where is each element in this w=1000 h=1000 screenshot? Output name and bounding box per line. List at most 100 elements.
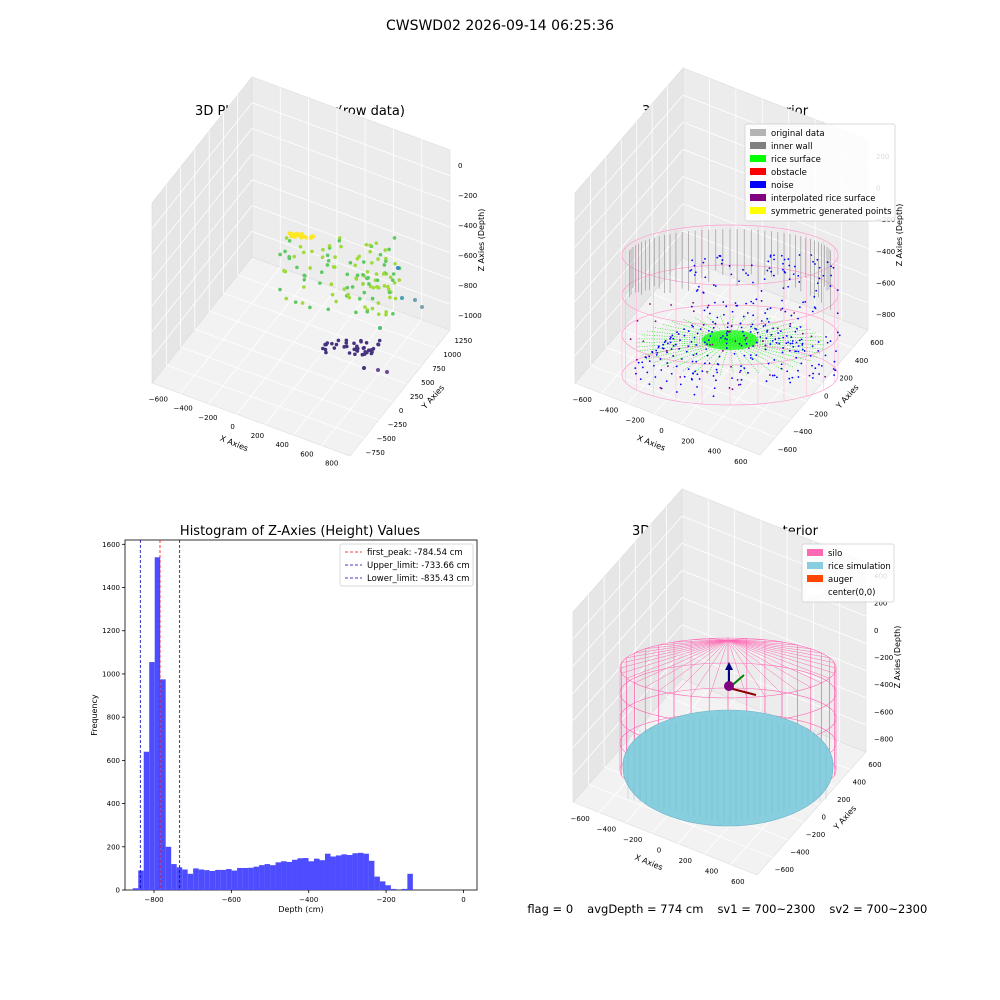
y-tick-label: −750 [366,449,385,457]
noise-point [648,383,651,385]
noise-point [749,354,752,357]
z-tick-label: −600 [876,280,895,288]
noise-point [706,306,709,309]
noise-point [795,356,798,359]
data-point [298,245,303,249]
data-point [369,347,374,352]
noise-point [692,325,694,328]
noise-point [782,262,784,265]
noise-point [694,271,697,274]
noise-point [822,274,825,277]
noise-point [742,315,745,318]
x-tick-label: 600 [731,878,744,886]
silo-roof-ray [709,638,729,641]
data-point [369,351,374,356]
noise-point [735,304,738,307]
silo-roof-ray [727,639,783,695]
interpolated-point [737,384,740,386]
wall-grid [572,651,683,776]
histogram-bar [379,881,386,890]
noise-point [669,341,672,344]
noise-point [749,356,752,359]
noise-point [726,330,729,333]
y-tick-label: 500 [421,379,434,387]
x-tick-label: 600 [300,450,313,458]
noise-point [793,265,796,268]
noise-point [678,348,681,350]
noise-point [801,348,804,351]
z-tick-label: 200 [874,600,887,608]
noise-point [655,349,658,352]
noise-point [836,289,839,292]
noise-point [832,368,835,370]
noise-point [792,345,795,348]
noise-point [683,375,686,378]
noise-point [765,380,768,383]
x-tick-label: −200 [198,414,217,422]
noise-point [780,367,783,370]
noise-point [826,341,829,344]
x-tick-label: −600 [573,396,592,404]
noise-point [704,276,707,279]
noise-point [743,354,746,357]
noise-point [777,332,780,334]
silo-roof-ray [727,639,798,692]
data-point [329,282,334,287]
interpolated-point [734,340,737,343]
floor-grid [590,364,776,438]
noise-point [707,329,710,332]
noise-point [733,352,736,355]
noise-point [803,350,806,352]
x-tick-label: 200 [681,437,694,445]
noise-point [764,324,767,326]
z-tick-label: −1000 [458,312,482,320]
z-tick-label: −200 [458,192,477,200]
data-point [318,281,322,285]
noise-point [726,338,728,341]
classify-legend-label: original data [771,129,825,139]
interpolated-point [793,312,796,314]
noise-point [791,342,794,345]
histogram-bar [231,870,238,890]
floor-grid [667,275,853,349]
noise-point [778,342,781,345]
wall-grid [574,122,684,248]
rice-surface-ray [719,339,731,375]
histogram-bar [303,858,309,890]
data-point [330,292,335,297]
noise-point [667,342,669,345]
noise-point [739,383,742,386]
data-point [325,263,330,267]
data-point [297,233,302,238]
noise-point [637,361,640,364]
interpolated-point [808,374,811,377]
noise-point [773,359,776,361]
noise-point [712,395,715,398]
data-point [344,344,349,349]
histogram-bar [193,868,199,890]
classify-legend-label: inner wall [771,142,812,152]
noise-point [670,348,673,350]
z-tick-label: 0 [874,627,878,635]
outlier-point [420,305,424,309]
noise-point [699,328,702,331]
noise-point [731,377,734,380]
noise-point [824,354,827,357]
outlier-point [362,366,366,370]
noise-point [722,313,725,316]
noise-point [712,326,715,329]
noise-point [802,301,805,304]
histogram-legend [339,543,474,587]
histogram-bar [215,869,221,890]
noise-point [713,387,716,390]
simulation-legend-swatch [807,549,823,556]
noise-point [725,347,728,349]
classify-legend-label: symmetric generated points [771,207,892,217]
x-axis-label: X Axies [633,853,664,872]
noise-point [760,299,763,302]
histogram-bar [330,856,336,890]
y-tick-label: 200 [839,375,852,383]
noise-point [782,336,785,339]
y-tick-label: 200 [107,843,120,851]
noise-point [797,345,800,347]
